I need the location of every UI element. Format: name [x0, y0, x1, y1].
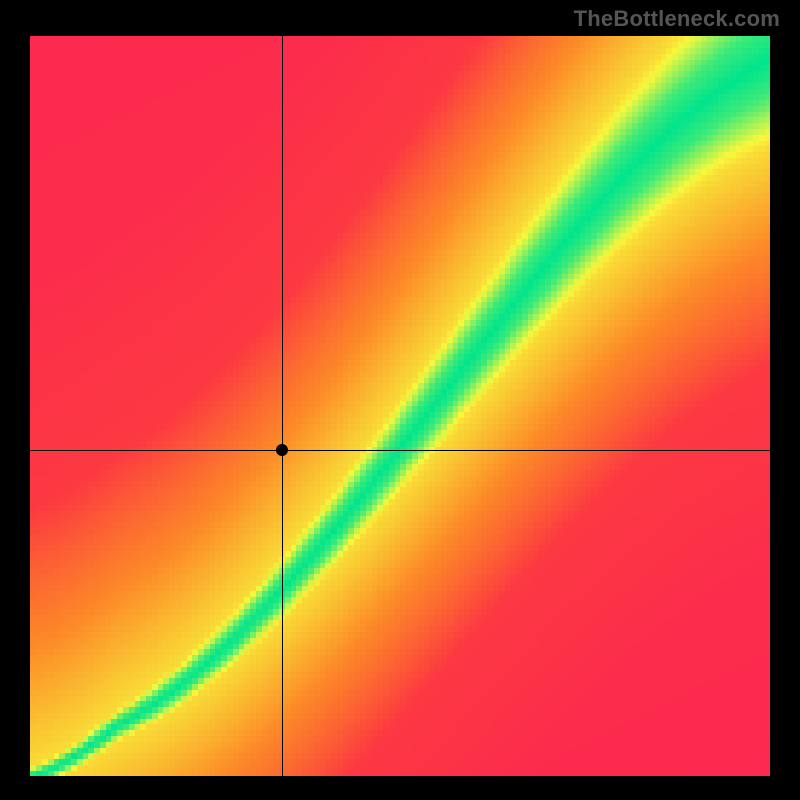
crosshair-marker-dot — [276, 444, 288, 456]
stage: TheBottleneck.com — [0, 0, 800, 800]
watermark-text: TheBottleneck.com — [574, 6, 780, 32]
crosshair-horizontal — [30, 450, 770, 451]
heatmap-canvas — [30, 36, 770, 776]
plot-area — [30, 36, 770, 776]
crosshair-vertical — [282, 36, 283, 776]
